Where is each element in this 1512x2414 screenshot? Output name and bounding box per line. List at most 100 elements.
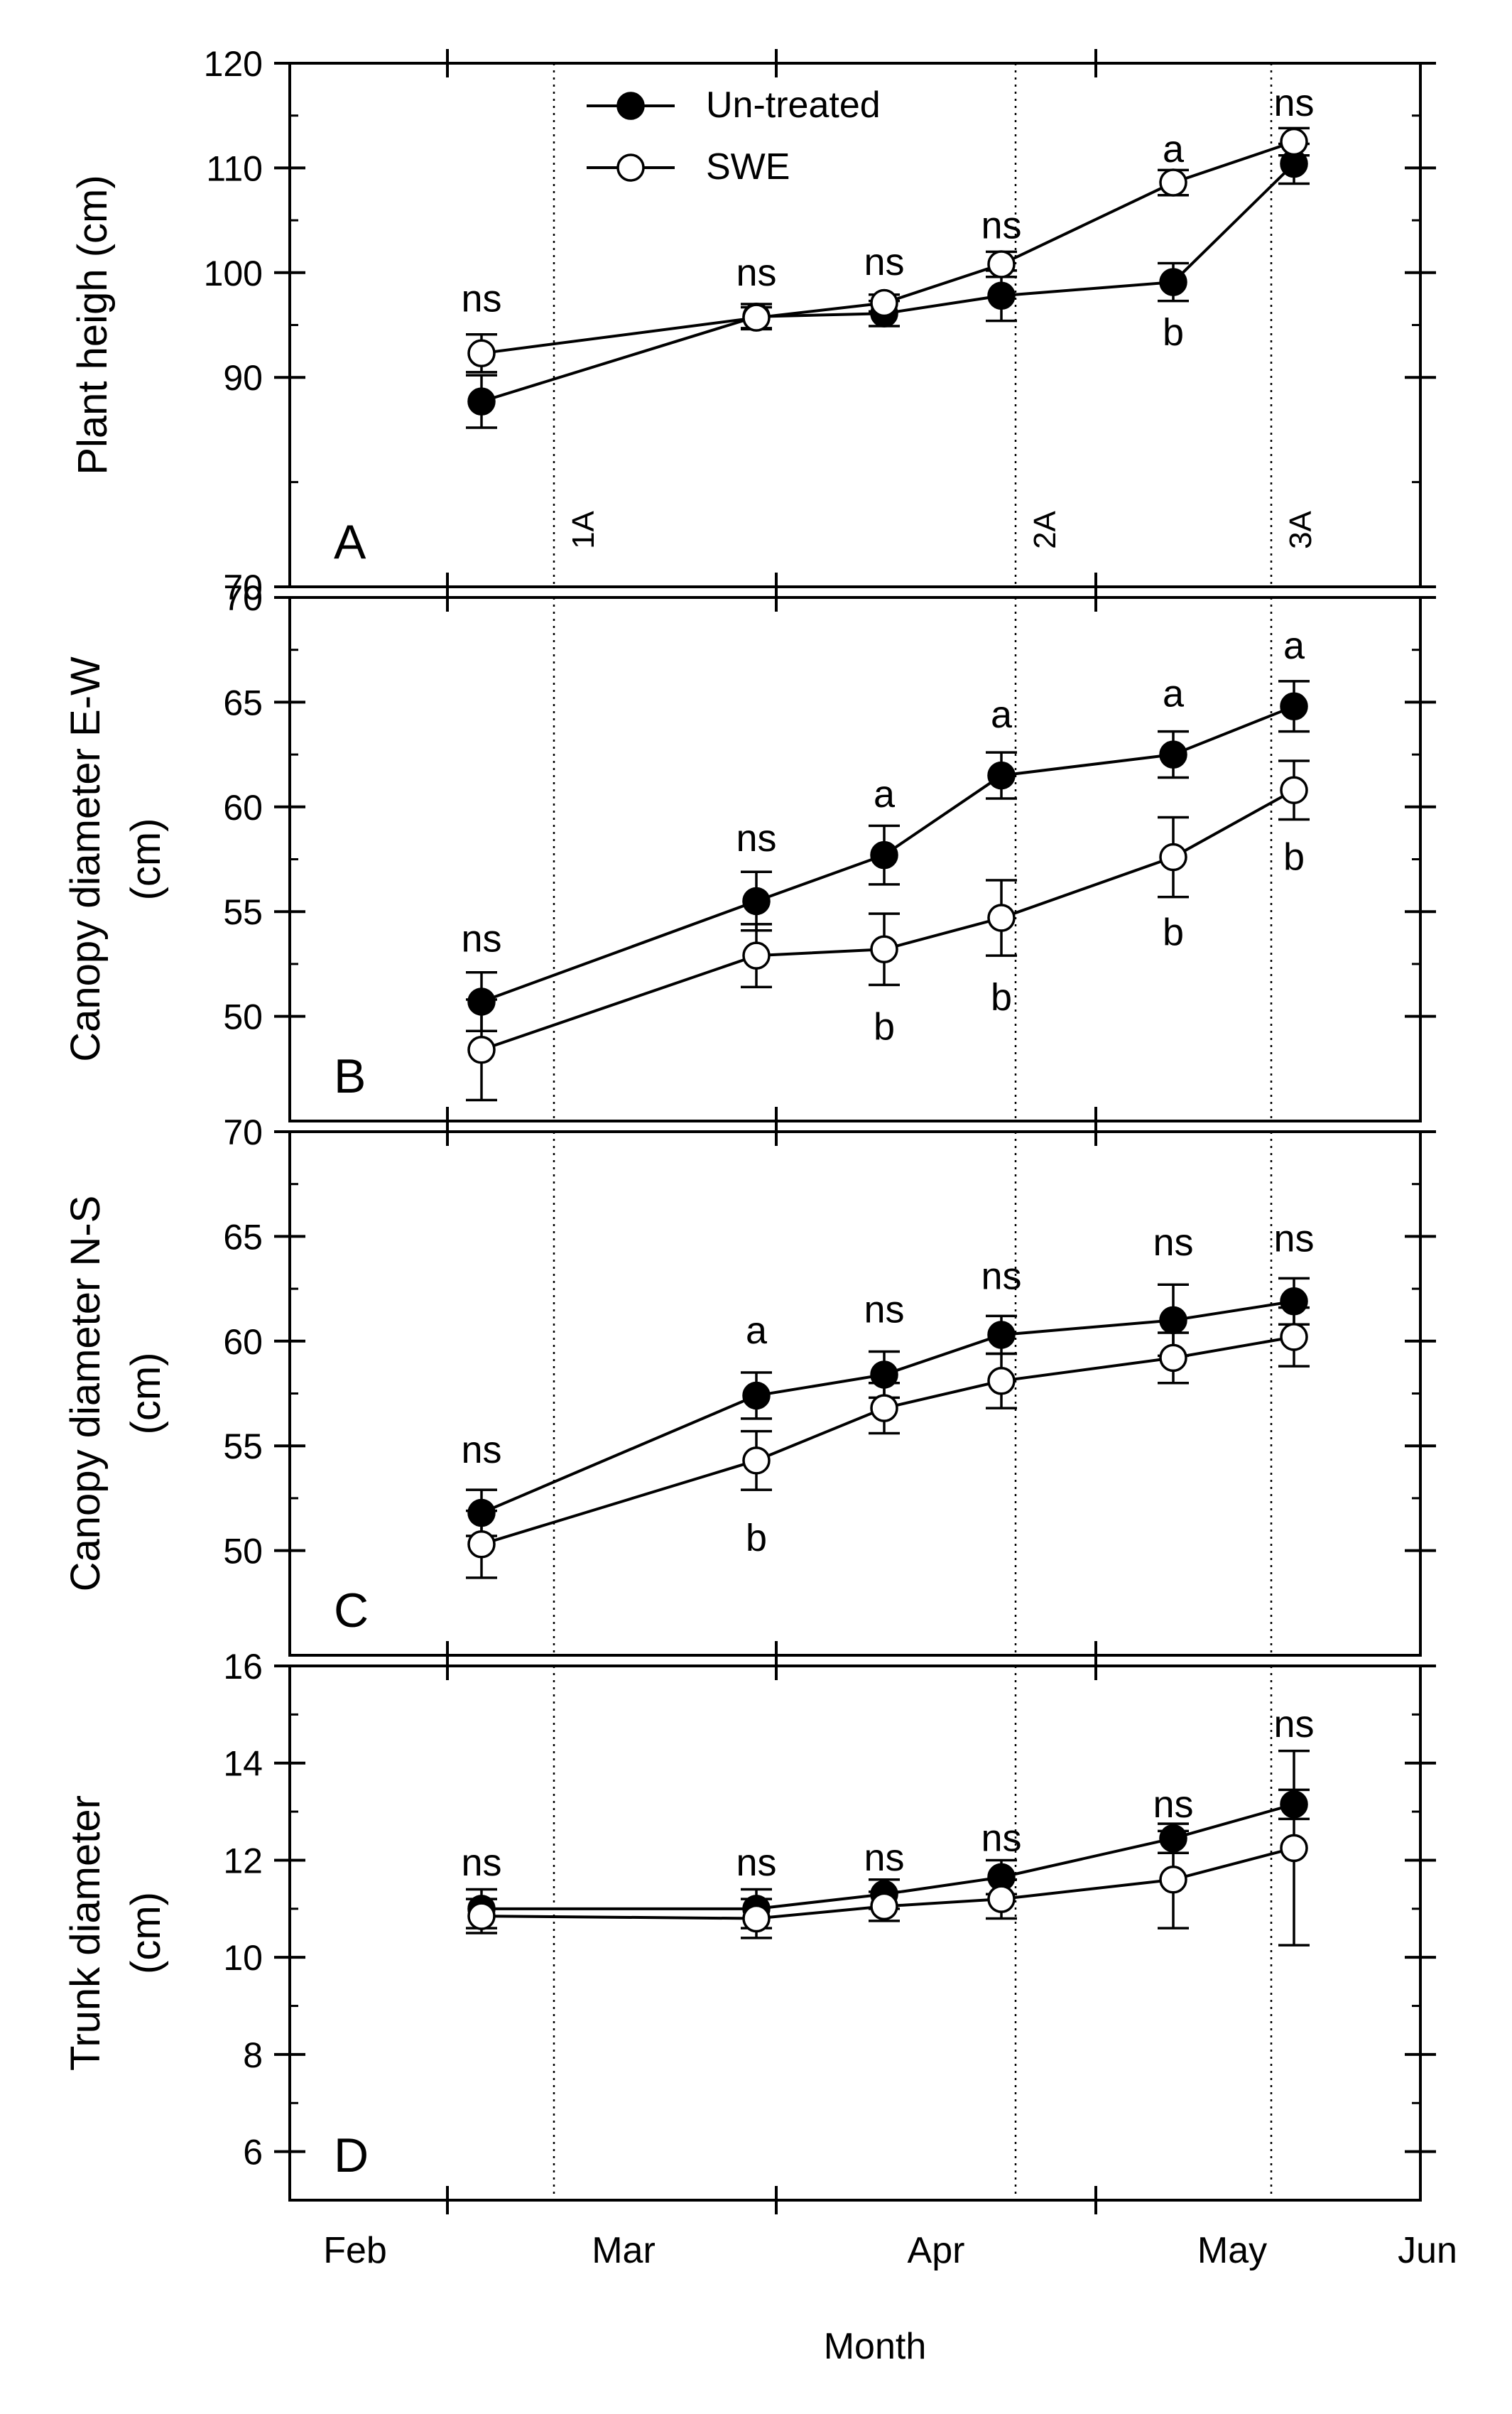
significance-label: b (991, 976, 1012, 1019)
y-tick-label: 6 (243, 2133, 263, 2172)
y-tick-label: 70 (223, 578, 263, 618)
panel-letter: A (334, 515, 366, 569)
data-point (870, 1892, 898, 1921)
y-tick-label: 55 (223, 892, 263, 932)
significance-label: ns (864, 1289, 904, 1331)
y-tick-label: 100 (204, 254, 263, 293)
significance-label: ns (981, 1817, 1021, 1860)
panel-letter: D (334, 2128, 369, 2182)
data-point (987, 281, 1016, 310)
month-label: Mar (592, 2230, 656, 2271)
data-point (987, 904, 1016, 932)
y-tick-label: 55 (223, 1427, 263, 1466)
y-axis-title: Canopy diameter N-S (62, 1196, 109, 1592)
data-point (1280, 1323, 1308, 1351)
data-point (742, 1446, 771, 1475)
series-swe (466, 1306, 1310, 1579)
series-swe (466, 759, 1310, 1102)
data-point (742, 941, 771, 970)
y-tick-label: 65 (223, 1217, 263, 1257)
y-tick-label: 120 (204, 44, 263, 84)
significance-label: a (1163, 673, 1185, 715)
significance-label: ns (1273, 1703, 1314, 1745)
series-line (481, 163, 1295, 404)
application-label: 1A (566, 510, 601, 548)
y-tick-label: 16 (223, 1647, 263, 1687)
legend-untreated-label: Un-treated (706, 85, 881, 126)
data-point (467, 387, 496, 416)
significance-label: ns (864, 241, 904, 283)
data-point (742, 1904, 771, 1933)
series-swe (466, 126, 1310, 374)
data-point (870, 935, 898, 964)
significance-label: ns (1153, 1221, 1193, 1264)
panels: 70 90 100 110 120 1A 2A 3A ns ns ns ns a b ns A Plant he… (62, 44, 1436, 2214)
series-line (481, 1335, 1295, 1546)
y-tick-label: 12 (223, 1841, 263, 1880)
panel-letter: C (334, 1584, 369, 1638)
data-point (1159, 843, 1187, 872)
significance-label: b (746, 1517, 767, 1559)
y-tick-label: 14 (223, 1744, 263, 1784)
y-axis-title: Canopy diameter E-W (62, 656, 109, 1062)
significance-label: ns (736, 1841, 776, 1884)
application-label: 3A (1283, 510, 1318, 548)
data-point (987, 250, 1016, 278)
data-point (870, 840, 898, 870)
series-line (481, 1846, 1295, 1920)
series-line (481, 1299, 1295, 1515)
significance-label: a (1163, 128, 1185, 171)
data-point (742, 887, 771, 916)
y-axis-title: (cm) (123, 1353, 169, 1435)
significance-label: ns (981, 1255, 1021, 1297)
data-point (467, 339, 496, 368)
data-point (1159, 268, 1187, 296)
panel-letter: B (334, 1049, 366, 1103)
data-point (1280, 692, 1308, 721)
significance-label: b (874, 1005, 895, 1048)
y-tick-label: 90 (223, 358, 263, 398)
significance-label: a (1283, 624, 1305, 667)
data-point (1280, 776, 1308, 804)
significance-label: ns (981, 204, 1021, 247)
data-point (1159, 1866, 1187, 1894)
significance-label: b (1163, 311, 1184, 354)
data-point (1159, 1343, 1187, 1373)
month-axis-labels: Feb Mar Apr May Jun (323, 2230, 1457, 2271)
significance-label: b (1163, 911, 1184, 954)
y-tick-label: 110 (206, 148, 263, 188)
data-point (742, 303, 771, 332)
significance-label: ns (1153, 1783, 1193, 1826)
y-tick-label: 70 (223, 1113, 263, 1152)
significance-label: a (874, 773, 896, 816)
legend: Un-treated SWE (587, 85, 881, 188)
series-line (482, 1802, 1295, 1910)
significance-label: ns (864, 1836, 904, 1879)
data-point (467, 1902, 496, 1930)
panel-a: 70 90 100 110 120 1A 2A 3A ns ns ns ns a b ns A Plant he… (70, 44, 1436, 607)
significance-label: ns (461, 918, 501, 960)
y-tick-label: 70 (223, 568, 263, 607)
data-point (467, 1530, 496, 1559)
y-axis-title: (cm) (123, 818, 169, 901)
series-line (481, 789, 1295, 1051)
legend-swe-marker (616, 153, 645, 182)
significance-label: ns (461, 1841, 501, 1884)
significance-label: b (1283, 836, 1305, 879)
y-axis-title: Trunk diameter (62, 1795, 109, 2071)
y-axis-title: (cm) (123, 1892, 169, 1974)
month-label: Apr (908, 2230, 965, 2271)
data-point (870, 288, 898, 318)
month-label: Jun (1398, 2230, 1457, 2271)
significance-label: a (746, 1309, 768, 1352)
application-label: 2A (1028, 510, 1062, 548)
data-point (987, 1367, 1016, 1395)
data-point (1280, 127, 1308, 156)
month-label: Feb (323, 2230, 387, 2271)
data-point (1159, 740, 1187, 769)
significance-label: ns (736, 817, 776, 860)
panel-frame (288, 1665, 1422, 2202)
data-point (870, 1394, 898, 1422)
series-line (481, 705, 1295, 1003)
